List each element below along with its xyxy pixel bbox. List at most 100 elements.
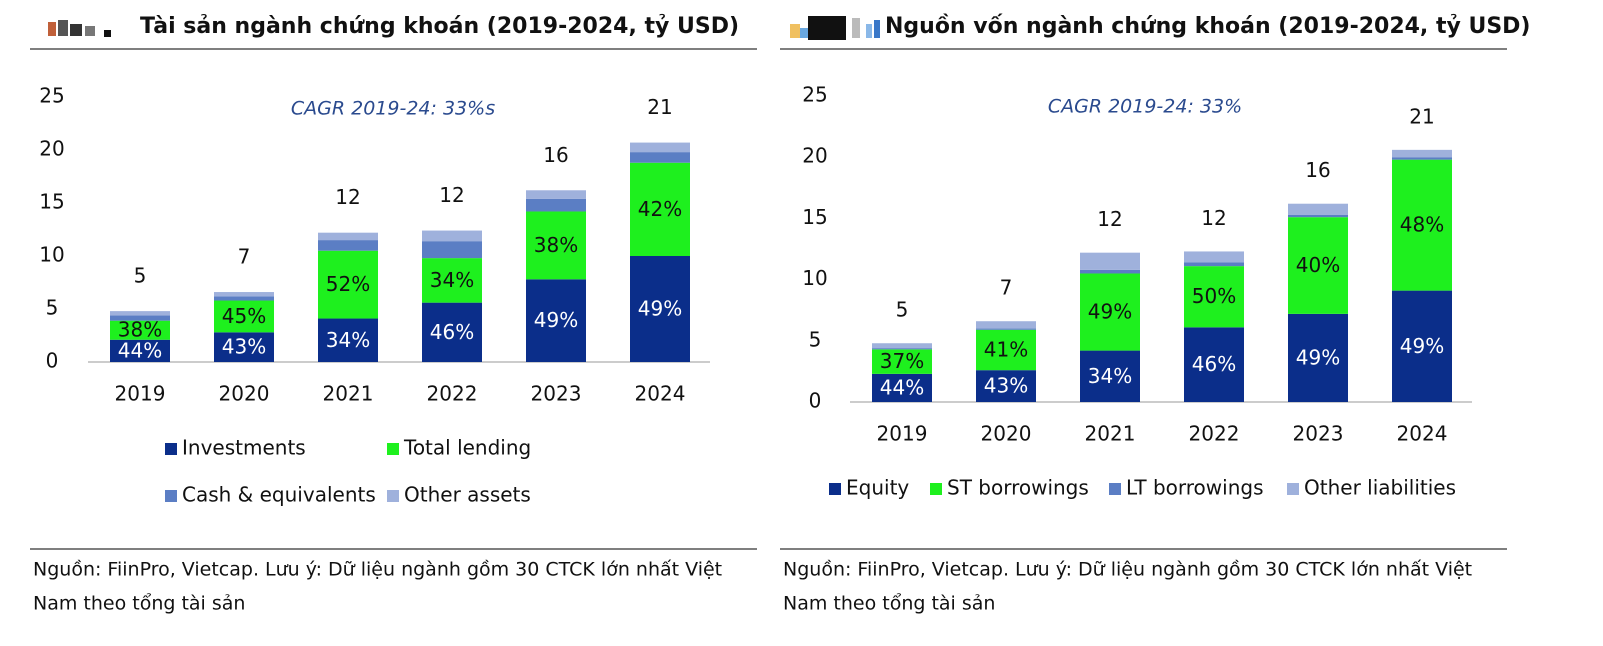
x-tick-label: 2019 (115, 382, 166, 406)
y-tick-label: 25 (39, 84, 64, 108)
logo (790, 16, 880, 40)
legend-label: Other liabilities (1304, 476, 1456, 500)
bar-segment (1288, 217, 1348, 314)
share-label: 46% (430, 320, 474, 344)
bar-segment (1392, 290, 1452, 402)
total-label: 12 (1097, 207, 1122, 231)
legend-label: Investments (182, 436, 306, 460)
total-label: 21 (647, 95, 672, 119)
bar-segment (318, 240, 378, 251)
bar-segment (1080, 350, 1140, 402)
bar-segment (1392, 149, 1452, 158)
legend-label: Cash & equivalents (182, 483, 376, 507)
share-label: 49% (1088, 300, 1132, 324)
legend-swatch (829, 483, 841, 495)
bar-segment (630, 152, 690, 163)
total-label: 5 (134, 264, 147, 288)
bar-segment (872, 343, 932, 349)
bar-segment (214, 296, 274, 301)
total-label: 16 (1305, 158, 1330, 182)
bar-segment (422, 302, 482, 362)
legend-swatch (387, 490, 399, 502)
total-label: 12 (335, 185, 360, 209)
bar-segment (110, 311, 170, 316)
share-label: 41% (984, 337, 1028, 361)
share-label: 34% (1088, 364, 1132, 388)
chart-title: Nguồn vốn ngành chứng khoán (2019-2024, … (885, 14, 1531, 39)
annotation: CAGR 2019-24: 33% (1048, 96, 1242, 118)
source-note: Nam theo tổng tài sản (783, 593, 995, 615)
bar-segment (1392, 159, 1452, 291)
share-label: 49% (638, 297, 682, 321)
legend-swatch (165, 443, 177, 455)
bar-segment (318, 250, 378, 319)
y-tick-label: 5 (46, 296, 59, 320)
legend-label: Total lending (403, 436, 531, 460)
x-tick-label: 2022 (1189, 422, 1240, 446)
share-label: 40% (1296, 253, 1340, 277)
y-tick-label: 15 (802, 205, 827, 229)
x-tick-label: 2020 (219, 382, 270, 406)
bar-segment (872, 373, 932, 402)
share-label: 49% (1400, 334, 1444, 358)
bar-segment (976, 321, 1036, 329)
bar-segment (976, 329, 1036, 371)
total-label: 16 (543, 143, 568, 167)
x-tick-label: 2024 (1397, 422, 1448, 446)
bar-segment (1080, 269, 1140, 274)
share-label: 42% (638, 197, 682, 221)
bar-segment (630, 162, 690, 256)
annotation: CAGR 2019-24: 33%s (291, 98, 495, 120)
bar-segment (318, 232, 378, 241)
legend-label: Other assets (404, 483, 531, 507)
share-label: 43% (222, 335, 266, 359)
bar-segment (110, 339, 170, 362)
share-label: 52% (326, 272, 370, 296)
share-label: 43% (984, 374, 1028, 398)
total-label: 5 (896, 298, 909, 322)
bar-segment (318, 318, 378, 362)
bar-segment (526, 190, 586, 199)
bar-segment (1392, 157, 1452, 160)
legend-swatch (387, 443, 399, 455)
legend-swatch (930, 483, 942, 495)
total-label: 12 (1201, 206, 1226, 230)
bar-segment (526, 198, 586, 212)
bar-segment (422, 230, 482, 242)
y-tick-label: 20 (802, 144, 827, 168)
legend-swatch (1109, 483, 1121, 495)
legend-label: Equity (846, 476, 909, 500)
share-label: 45% (222, 304, 266, 328)
source-note: Nguồn: FiinPro, Vietcap. Lưu ý: Dữ liệu … (33, 559, 722, 581)
y-tick-label: 10 (39, 243, 64, 267)
bar-segment (976, 328, 1036, 330)
bar-segment (1080, 273, 1140, 351)
y-tick-label: 20 (39, 137, 64, 161)
legend-label: LT borrowings (1126, 476, 1264, 500)
x-tick-label: 2020 (981, 422, 1032, 446)
legend-label: ST borrowings (947, 476, 1089, 500)
bar-segment (110, 320, 170, 340)
x-tick-label: 2023 (531, 382, 582, 406)
x-tick-label: 2022 (427, 382, 478, 406)
bar-segment (1080, 252, 1140, 270)
bar-segment (630, 256, 690, 362)
bar-segment (1184, 327, 1244, 402)
x-tick-label: 2024 (635, 382, 686, 406)
x-tick-label: 2019 (877, 422, 928, 446)
share-label: 38% (118, 318, 162, 342)
bar-segment (214, 300, 274, 333)
y-tick-label: 0 (46, 349, 59, 373)
logo (48, 20, 111, 37)
bar-segment (630, 142, 690, 153)
total-label: 7 (1000, 276, 1013, 300)
share-label: 34% (326, 328, 370, 352)
share-label: 49% (534, 308, 578, 332)
bar-segment (1184, 266, 1244, 328)
bar-segment (1288, 214, 1348, 218)
total-label: 7 (238, 245, 251, 269)
share-label: 49% (1296, 345, 1340, 369)
legend-swatch (165, 490, 177, 502)
bar-segment (872, 348, 932, 350)
